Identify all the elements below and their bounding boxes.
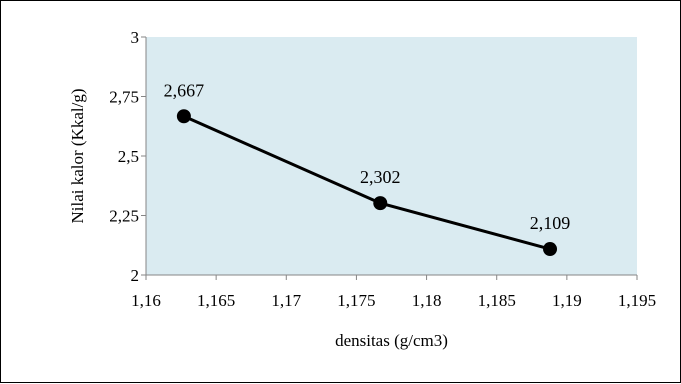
data-label: 2,109 [530, 213, 571, 233]
y-axis-label: Nilai kalor (Kkal/g) [68, 88, 87, 223]
data-point [543, 242, 558, 257]
series: 2,667 2,302 2,109 [164, 80, 571, 257]
x-tick-label: 1,18 [412, 291, 442, 310]
x-tick-label: 1,19 [552, 291, 582, 310]
y-tick-label: 2,75 [109, 88, 139, 107]
y-tick-label: 3 [131, 28, 140, 47]
x-tick-label: 1,17 [271, 291, 301, 310]
y-tick-label: 2,25 [109, 207, 139, 226]
x-axis: 1,16 1,165 1,17 1,175 1,18 1,185 1,19 1,195 [131, 274, 656, 310]
data-point [176, 109, 191, 124]
data-label: 2,302 [360, 167, 401, 187]
plot-area [146, 37, 637, 275]
x-tick-label: 1,165 [197, 291, 235, 310]
x-tick-label: 1,16 [131, 291, 161, 310]
x-axis-label: densitas (g/cm3) [335, 331, 448, 350]
x-tick-label: 1,185 [478, 291, 516, 310]
data-label: 2,667 [164, 80, 205, 100]
y-tick-label: 2,5 [118, 147, 139, 166]
data-point [373, 196, 388, 211]
y-axis: 2 2,25 2,5 2,75 3 [109, 28, 147, 285]
x-tick-label: 1,175 [337, 291, 375, 310]
x-tick-label: 1,195 [618, 291, 656, 310]
y-tick-label: 2 [131, 266, 140, 285]
